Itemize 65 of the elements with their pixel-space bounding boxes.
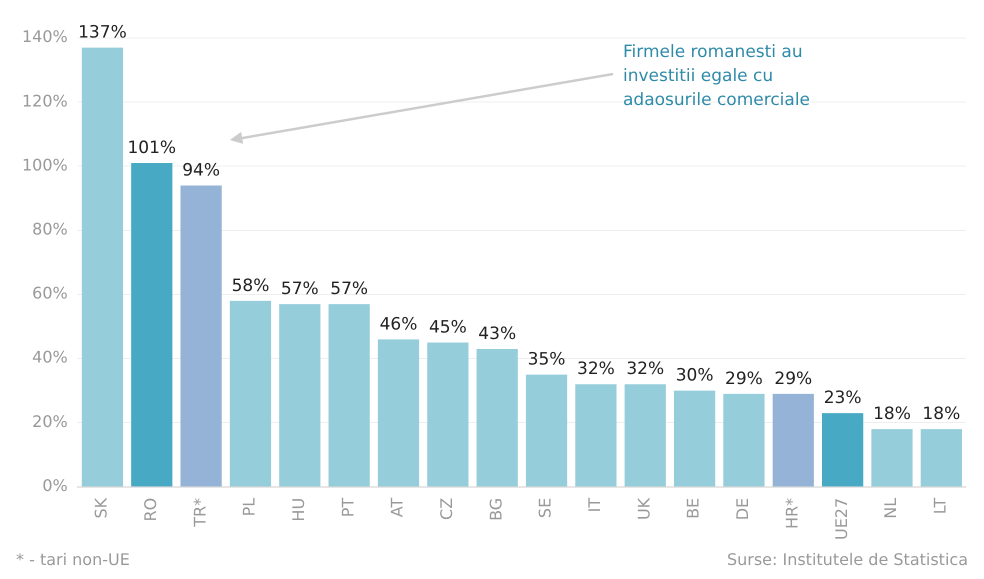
text: * - tari non-UE <box>16 550 130 570</box>
x-tick-label: HU <box>288 498 308 522</box>
data-label: 23% <box>824 388 862 408</box>
bar <box>772 394 814 486</box>
bar <box>230 300 272 486</box>
annotation: Firmele romanesti au investitii egale cu adaosurile comerciale <box>623 42 810 110</box>
data-label: 101% <box>127 138 176 158</box>
bar <box>674 390 716 486</box>
y-tick-label: 40% <box>32 348 68 367</box>
bar <box>624 384 666 486</box>
y-tick-label: 60% <box>32 284 68 303</box>
x-tick-label: DE <box>733 498 752 520</box>
x-tick-label: BG <box>486 498 506 521</box>
x-tick-label: AT <box>388 498 407 518</box>
data-label: 32% <box>576 359 615 380</box>
bar <box>427 342 468 486</box>
data-label: 35% <box>528 350 566 370</box>
bar <box>575 384 617 486</box>
bar <box>476 348 518 486</box>
x-tick-label: NL <box>881 498 900 519</box>
data-label: 46% <box>380 314 418 334</box>
bar <box>822 413 864 486</box>
x-tick-label: SE <box>536 498 555 518</box>
bar <box>378 339 420 486</box>
data-label: 29% <box>774 368 812 389</box>
x-tick-label: UK <box>634 497 654 520</box>
x-tick-label: RO <box>140 498 160 522</box>
bar <box>131 163 172 486</box>
bar <box>180 185 222 486</box>
data-label: 43% <box>478 324 516 344</box>
x-tick-label: CZ <box>437 498 456 520</box>
bar <box>82 48 124 486</box>
y-tick-label: 100% <box>22 155 68 174</box>
bar <box>526 374 568 486</box>
y-tick-label: 20% <box>32 412 68 431</box>
data-label: 30% <box>676 366 714 386</box>
y-tick-label: 120% <box>22 91 68 110</box>
y-tick-label: 140% <box>22 27 68 46</box>
data-label: 94% <box>182 160 220 180</box>
x-tick-label: PT <box>338 498 358 518</box>
x-tick-label: SK <box>92 497 111 518</box>
x-tick-label: LT <box>930 498 950 514</box>
data-label: 57% <box>280 279 319 300</box>
y-tick-label: 80% <box>32 220 68 239</box>
x-tick-label: UE27 <box>832 498 851 540</box>
text: Surse: Institutele de Statistica <box>726 550 968 570</box>
data-label: 137% <box>78 22 127 43</box>
data-label: 45% <box>428 317 467 338</box>
bar <box>328 304 370 486</box>
x-tick-label: PL <box>240 498 259 516</box>
data-label: 32% <box>626 359 664 380</box>
data-label: 29% <box>725 368 763 389</box>
bar <box>920 429 962 486</box>
data-label: 18% <box>922 404 960 424</box>
data-label: 57% <box>330 279 368 300</box>
x-tick-label: HR* <box>782 498 802 529</box>
y-tick-label: 0% <box>42 476 68 495</box>
bar <box>723 394 765 486</box>
data-label: 58% <box>232 276 270 296</box>
bar <box>279 304 320 486</box>
x-tick-label: BE <box>684 498 703 519</box>
x-tick-label: TR* <box>190 498 210 528</box>
data-label: 18% <box>873 404 911 424</box>
bar <box>871 429 913 486</box>
x-tick-label: IT <box>585 498 604 512</box>
